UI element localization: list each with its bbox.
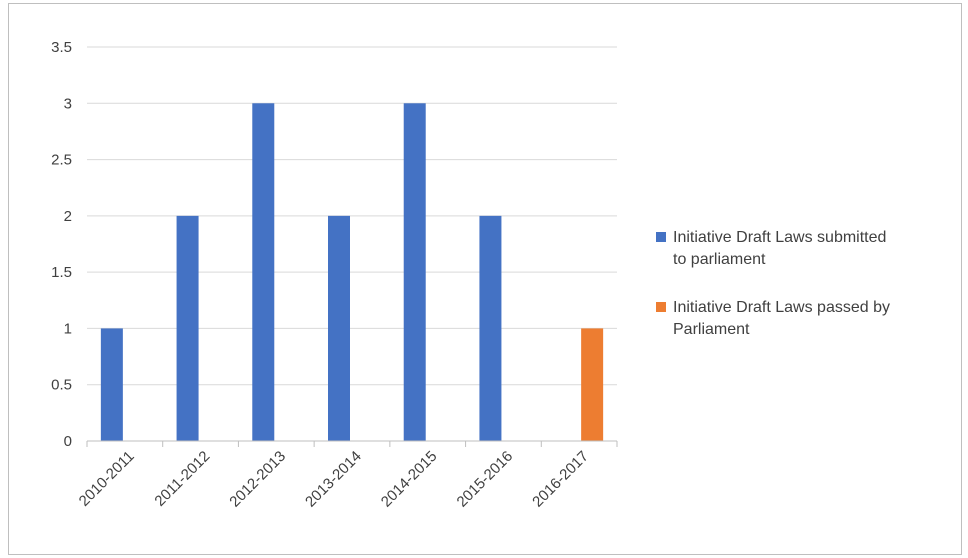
- bar-0-2012-2013: [252, 103, 275, 442]
- y-tick-label: 0: [64, 433, 72, 450]
- x-tick-label: 2010-2011: [76, 448, 138, 510]
- y-tick-label: 3.5: [51, 39, 72, 56]
- bar-0-2011-2012: [176, 215, 199, 441]
- bars: [100, 103, 604, 442]
- y-tick-labels: 0 0.5 1 1.5 2 2.5 3 3.5: [51, 39, 72, 450]
- legend-swatch-0: [656, 232, 666, 242]
- bar-1-2016-2017: [581, 328, 604, 441]
- x-tick-label: 2016-2017: [529, 448, 592, 511]
- x-tick-labels: 2010-2011 2011-2012 2012-2013 2013-2014 2014…: [76, 448, 592, 511]
- y-tick-label: 2.5: [51, 152, 72, 169]
- x-tick-label: 2011-2012: [151, 448, 213, 510]
- x-tick-label: 2012-2013: [226, 448, 289, 511]
- bar-0-2013-2014: [328, 215, 350, 441]
- y-tick-label: 2: [64, 208, 72, 225]
- legend: Initiative Draft Laws submitted to parlia…: [656, 229, 890, 338]
- gridlines: [87, 46, 617, 386]
- bar-0-2010-2011: [100, 328, 123, 441]
- y-tick-label: 3: [64, 95, 72, 112]
- y-tick-label: 1.5: [51, 264, 72, 281]
- y-tick-label: 0.5: [51, 377, 72, 394]
- x-tick-label: 2015-2016: [454, 448, 517, 511]
- bar-0-2015-2016: [479, 215, 502, 441]
- legend-label-1: Initiative Draft Laws passed by Parliamen…: [673, 299, 890, 338]
- y-tick-label: 1: [64, 320, 72, 337]
- bar-0-2014-2015: [403, 103, 426, 442]
- axes: [86, 440, 618, 447]
- legend-swatch-1: [656, 302, 666, 312]
- x-tick-label: 2013-2014: [302, 448, 365, 511]
- x-tick-label: 2014-2015: [378, 448, 441, 511]
- legend-label-0: Initiative Draft Laws submitted to parlia…: [673, 229, 886, 268]
